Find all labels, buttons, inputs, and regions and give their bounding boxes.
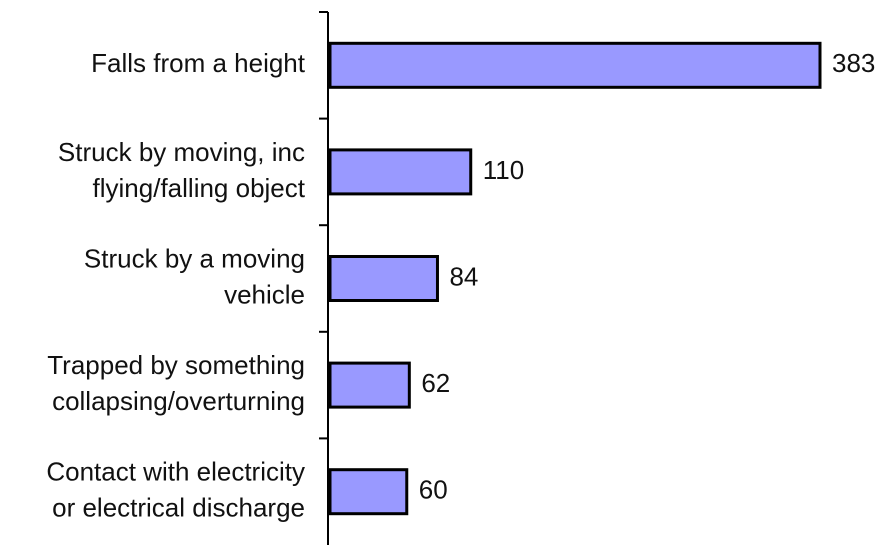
value-label: 383: [832, 48, 875, 78]
category-label: Struck by moving, inc flying/falling obje…: [58, 137, 306, 203]
bar: [328, 41, 822, 89]
category-label: Struck by a moving vehicle: [84, 243, 305, 309]
bar: [328, 255, 439, 302]
value-label: 62: [421, 368, 450, 398]
value-label: 84: [449, 261, 478, 291]
bar: [328, 468, 409, 516]
category-label: Trapped by something collapsing/overturni…: [47, 350, 305, 416]
category-label: Contact with electricity or electrical di…: [46, 457, 305, 523]
value-label: 60: [419, 475, 448, 505]
bar: [328, 361, 411, 409]
value-label: 110: [483, 155, 524, 185]
category-label: Falls from a height: [91, 48, 306, 78]
bar: [328, 148, 473, 196]
